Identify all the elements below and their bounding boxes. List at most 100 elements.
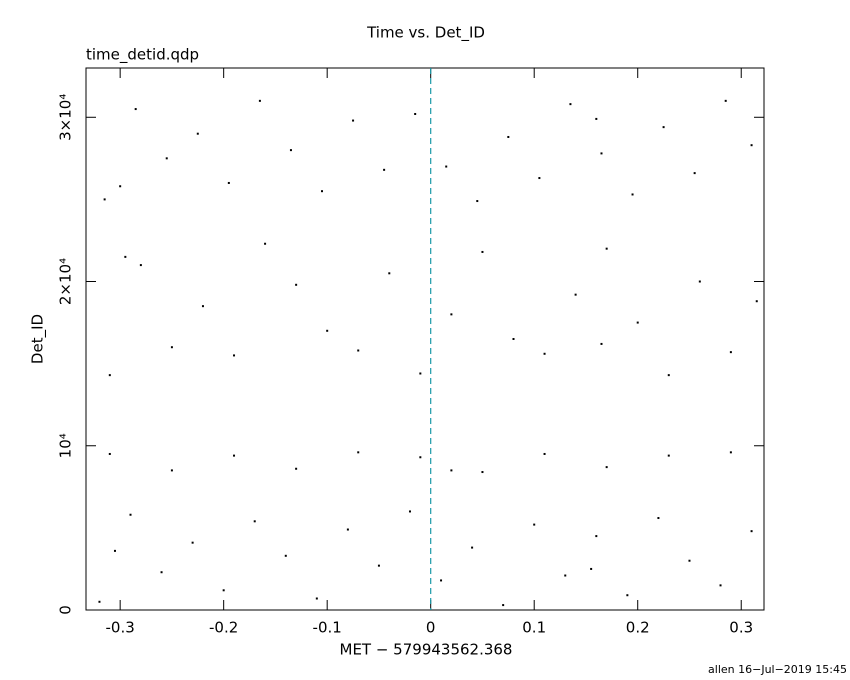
point [165, 157, 168, 160]
point [258, 99, 261, 102]
point [346, 528, 349, 531]
point [667, 454, 670, 457]
point [119, 185, 122, 188]
footer: allen 16−Jul−2019 15:45 [708, 663, 847, 676]
point [481, 250, 484, 253]
point [103, 198, 106, 201]
point [605, 466, 608, 469]
point [160, 571, 163, 574]
x-axis-label: MET − 579943562.368 [340, 641, 513, 659]
point [724, 99, 727, 102]
point [295, 283, 298, 286]
point [233, 354, 236, 357]
y-axis-label: Det_ID [29, 314, 48, 364]
point [388, 272, 391, 275]
point [419, 456, 422, 459]
point [191, 541, 194, 544]
point [569, 103, 572, 106]
point [450, 469, 453, 472]
point [533, 523, 536, 526]
point [662, 126, 665, 129]
point [233, 454, 236, 457]
x-tick-label: 0.1 [522, 619, 546, 637]
point [729, 451, 732, 454]
point [538, 177, 541, 180]
point [693, 172, 696, 175]
x-tick-label: -0.3 [106, 619, 135, 637]
point [170, 346, 173, 349]
chart-title: Time vs. Det_ID [366, 24, 485, 43]
point [264, 242, 267, 245]
point [667, 374, 670, 377]
point [108, 374, 111, 377]
point [512, 338, 515, 340]
point [139, 264, 142, 267]
point [450, 313, 453, 316]
point [222, 589, 225, 592]
point [688, 559, 691, 562]
point [134, 108, 137, 111]
point [476, 200, 479, 203]
point [414, 112, 417, 115]
x-tick-label: 0.2 [626, 619, 650, 637]
point [755, 300, 758, 303]
point [253, 520, 256, 523]
point [357, 349, 360, 352]
point [605, 247, 608, 250]
y-tick-label: 2×10⁴ [57, 258, 75, 305]
point [129, 513, 132, 516]
x-tick-label: 0.3 [729, 619, 753, 637]
x-tick-label: 0 [426, 619, 436, 637]
point [750, 144, 753, 147]
point [108, 452, 111, 455]
point [352, 119, 355, 122]
point [595, 535, 598, 538]
point [543, 352, 546, 355]
point [419, 372, 422, 375]
point [321, 190, 324, 193]
point [284, 554, 287, 557]
point [440, 579, 443, 582]
point [657, 517, 660, 520]
point [590, 567, 593, 570]
point [543, 452, 546, 455]
point [289, 149, 292, 152]
point [626, 594, 629, 597]
point [98, 600, 101, 603]
point [502, 604, 505, 607]
point [383, 168, 386, 171]
point [196, 132, 199, 135]
point [631, 193, 634, 196]
point [408, 510, 411, 513]
chart-subtitle: time_detid.qdp [86, 46, 199, 65]
point [113, 549, 116, 552]
point [564, 574, 567, 577]
point [377, 564, 380, 567]
point [719, 584, 722, 587]
point [595, 117, 598, 120]
point [750, 530, 753, 533]
point [471, 546, 474, 549]
point [295, 467, 298, 470]
point [201, 305, 204, 308]
point [315, 597, 318, 600]
point [636, 321, 639, 324]
x-tick-label: -0.2 [209, 619, 238, 637]
point [481, 471, 484, 474]
point [698, 280, 701, 283]
point [507, 135, 510, 138]
y-tick-label: 10⁴ [57, 433, 75, 458]
point [729, 351, 732, 354]
point [574, 293, 577, 296]
plot-frame [85, 67, 765, 611]
point [600, 342, 603, 345]
point [326, 329, 329, 332]
point [227, 181, 230, 184]
point [170, 469, 173, 472]
x-tick-label: -0.1 [313, 619, 342, 637]
point [124, 255, 127, 258]
point [357, 451, 360, 454]
point [445, 165, 448, 168]
